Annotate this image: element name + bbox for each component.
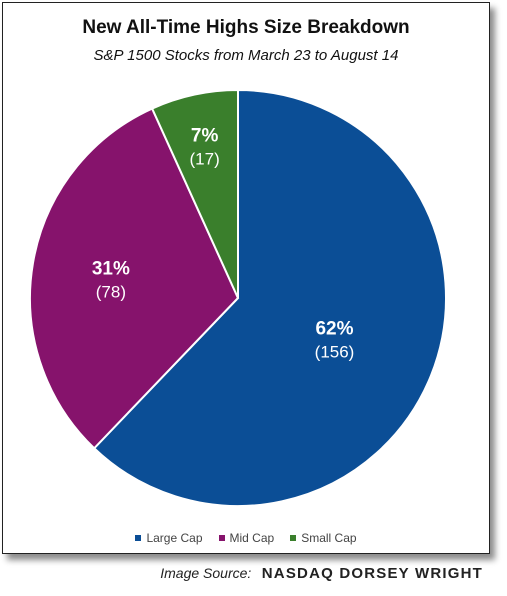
- legend-swatch-small-cap: [290, 534, 297, 541]
- legend-item-mid-cap: Mid Cap: [218, 531, 275, 545]
- pie-chart: 62% (156) 31% (78) 7% (17): [29, 88, 447, 507]
- legend-swatch-large-cap: [135, 534, 142, 541]
- pie-slice-large-cap: [92, 88, 447, 507]
- slice-percent-large-cap: 62%: [315, 319, 353, 340]
- source-name: NASDAQ DORSEY WRIGHT: [261, 565, 483, 582]
- legend-item-small-cap: Small Cap: [290, 531, 357, 545]
- chart-title: New All-Time Highs Size Breakdown: [82, 17, 410, 38]
- slice-count-small-cap: (17): [190, 149, 220, 168]
- chart-legend: Large Cap Mid Cap Small Cap: [3, 531, 489, 545]
- legend-label-large-cap: Large Cap: [146, 531, 203, 545]
- legend-label-small-cap: Small Cap: [301, 531, 357, 545]
- slice-count-mid-cap: (78): [96, 282, 126, 301]
- pie-slice-small-cap: [150, 88, 239, 299]
- legend-label-mid-cap: Mid Cap: [229, 531, 275, 545]
- chart-subtitle: S&P 1500 Stocks from March 23 to August …: [93, 47, 399, 64]
- source-label: Image Source:: [160, 565, 252, 581]
- chart-frame: New All-Time Highs Size Breakdown S&P 15…: [2, 2, 490, 554]
- slice-count-large-cap: (156): [315, 343, 355, 362]
- image-source: Image Source: NASDAQ DORSEY WRIGHT: [160, 565, 483, 583]
- slice-percent-mid-cap: 31%: [92, 258, 130, 279]
- legend-item-large-cap: Large Cap: [135, 531, 203, 545]
- legend-swatch-mid-cap: [218, 534, 225, 541]
- pie-slice-mid-cap: [29, 107, 240, 450]
- slice-percent-small-cap: 7%: [191, 125, 219, 146]
